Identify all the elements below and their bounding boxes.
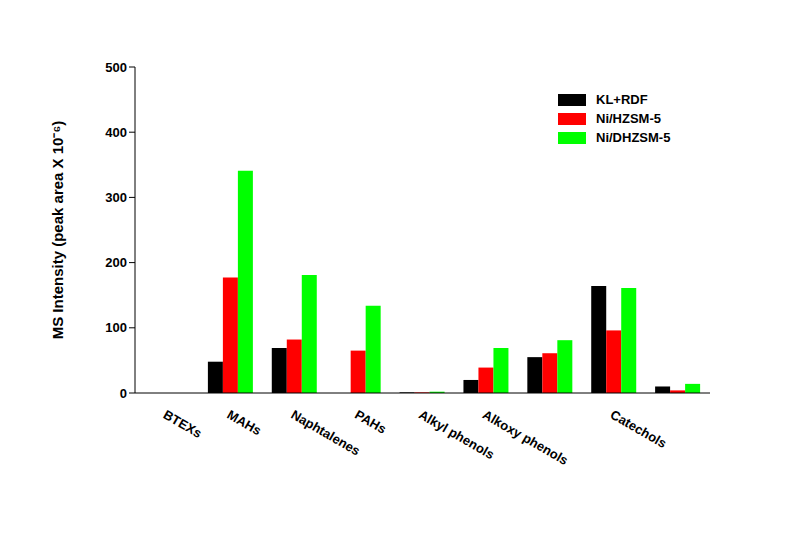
svg-text:Catechols: Catechols bbox=[608, 407, 669, 451]
svg-text:100: 100 bbox=[105, 320, 127, 335]
html-text:Ni/DHZSM-5: Ni/DHZSM-5 bbox=[596, 130, 671, 145]
svg-text:400: 400 bbox=[105, 125, 127, 140]
svg-text:Naphtalenes: Naphtalenes bbox=[288, 407, 362, 459]
html-text:Ni/HZSM-5: Ni/HZSM-5 bbox=[596, 111, 661, 126]
svg-text:BTEXs: BTEXs bbox=[161, 407, 205, 441]
svg-text:MAHs: MAHs bbox=[225, 407, 264, 438]
svg-text:Alkyl phenols: Alkyl phenols bbox=[416, 406, 497, 463]
html-text:KL+RDF: KL+RDF bbox=[596, 92, 648, 107]
svg-text:300: 300 bbox=[105, 190, 127, 205]
svg-text:Alkoxy phenols: Alkoxy phenols bbox=[480, 407, 571, 468]
svg-text:0: 0 bbox=[120, 386, 127, 401]
svg-text:500: 500 bbox=[105, 60, 127, 75]
svg-text:200: 200 bbox=[105, 255, 127, 270]
svg-text:PAHs: PAHs bbox=[352, 407, 389, 437]
svg-text:MS Intensity (peak area X 10⁻⁶: MS Intensity (peak area X 10⁻⁶) bbox=[49, 121, 66, 340]
